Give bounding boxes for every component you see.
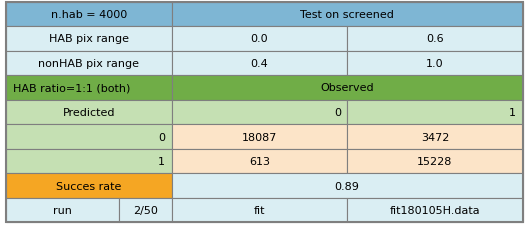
Bar <box>171 149 347 173</box>
Bar <box>6 125 171 149</box>
Bar <box>171 125 347 149</box>
Text: Predicted: Predicted <box>63 108 115 117</box>
Bar <box>347 100 523 125</box>
Text: Succes rate: Succes rate <box>56 181 122 191</box>
Bar <box>6 3 171 27</box>
Text: 1: 1 <box>509 108 516 117</box>
Bar <box>347 198 523 222</box>
Text: fit180105H.data: fit180105H.data <box>389 205 480 215</box>
Bar <box>119 198 171 222</box>
Text: fit: fit <box>253 205 265 215</box>
Bar <box>171 173 523 198</box>
Bar <box>6 173 171 198</box>
Bar <box>347 52 523 76</box>
Text: HAB pix range: HAB pix range <box>49 34 129 44</box>
Bar <box>6 52 171 76</box>
Text: 613: 613 <box>249 156 270 166</box>
Text: 0: 0 <box>158 132 165 142</box>
Text: 2/50: 2/50 <box>133 205 158 215</box>
Bar <box>171 198 347 222</box>
Text: 1: 1 <box>158 156 165 166</box>
Text: 0.4: 0.4 <box>250 59 268 69</box>
Bar <box>171 3 523 27</box>
Text: Observed: Observed <box>320 83 374 93</box>
Text: Test on screened: Test on screened <box>300 10 394 20</box>
Text: 1.0: 1.0 <box>426 59 444 69</box>
Text: nonHAB pix range: nonHAB pix range <box>39 59 140 69</box>
Text: run: run <box>53 205 72 215</box>
Bar <box>6 198 119 222</box>
Text: 0: 0 <box>334 108 341 117</box>
Text: n.hab = 4000: n.hab = 4000 <box>51 10 127 20</box>
Bar <box>171 27 347 52</box>
Text: HAB ratio=1:1 (both): HAB ratio=1:1 (both) <box>13 83 130 93</box>
Bar <box>171 100 347 125</box>
Text: 15228: 15228 <box>417 156 453 166</box>
Bar <box>347 125 523 149</box>
Text: 18087: 18087 <box>242 132 277 142</box>
Bar <box>171 52 347 76</box>
Text: 0.89: 0.89 <box>335 181 360 191</box>
Bar <box>6 100 171 125</box>
Bar <box>347 149 523 173</box>
Text: 3472: 3472 <box>421 132 449 142</box>
Text: 0.6: 0.6 <box>426 34 444 44</box>
Bar <box>171 76 523 100</box>
Bar <box>6 76 171 100</box>
Bar <box>347 27 523 52</box>
Text: 0.0: 0.0 <box>251 34 268 44</box>
Bar <box>6 27 171 52</box>
Bar <box>6 149 171 173</box>
